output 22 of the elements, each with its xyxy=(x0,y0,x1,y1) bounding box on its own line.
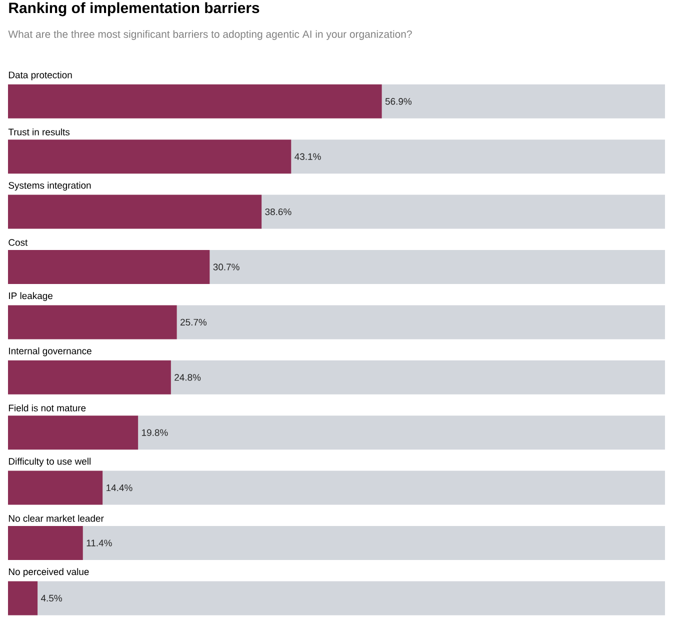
data-label: 19.8% xyxy=(142,429,168,436)
y-tick-label: Systems integration xyxy=(8,182,91,191)
data-label: 11.4% xyxy=(86,540,112,546)
y-tick-label: Data protection xyxy=(8,71,72,80)
data-label: 56.9% xyxy=(385,98,412,105)
y-tick-label: No clear market leader xyxy=(8,514,104,522)
y-tick-label: Field is not mature xyxy=(8,404,86,412)
chart-title: Ranking of implementation barriers xyxy=(9,2,260,16)
data-label: 43.1% xyxy=(294,153,321,160)
chart-subtitle: What are the three most significant barriers to adopting agentic AI in your organization? xyxy=(8,30,412,40)
data-label: 4.5% xyxy=(40,594,62,602)
data-label: 14.4% xyxy=(106,484,132,492)
y-tick-label: Internal governance xyxy=(9,347,92,356)
y-tick-label: Cost xyxy=(8,239,28,246)
y-tick-label: Trust in results xyxy=(8,128,70,136)
data-label: 25.7% xyxy=(180,318,207,326)
y-tick-label: No perceived value xyxy=(8,568,89,577)
data-label: 30.7% xyxy=(213,264,240,270)
y-tick-label: Difficulty to use well xyxy=(8,458,90,467)
data-label: 24.8% xyxy=(174,374,201,381)
data-label: 38.6% xyxy=(265,208,292,216)
y-tick-label: IP leakage xyxy=(9,292,52,302)
